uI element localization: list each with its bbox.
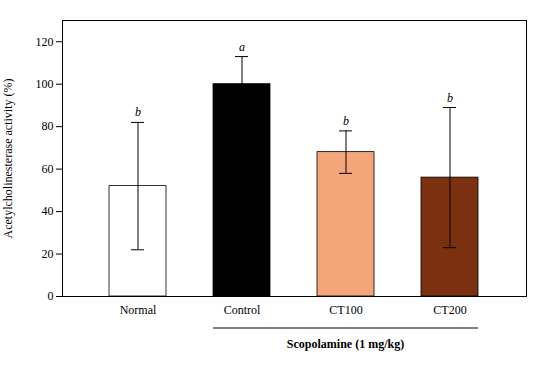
svg-text:0: 0 [48, 289, 54, 303]
svg-text:Normal: Normal [120, 303, 157, 317]
svg-text:CT200: CT200 [433, 303, 466, 317]
svg-text:b: b [135, 105, 141, 119]
svg-text:100: 100 [36, 77, 54, 91]
svg-text:80: 80 [42, 119, 54, 133]
svg-text:CT100: CT100 [329, 303, 362, 317]
svg-text:20: 20 [42, 247, 54, 261]
svg-text:Acetylcholinesterase activity: Acetylcholinesterase activity (%) [1, 79, 15, 239]
svg-text:b: b [447, 91, 453, 105]
svg-text:b: b [343, 114, 349, 128]
svg-text:60: 60 [42, 162, 54, 176]
svg-text:40: 40 [42, 204, 54, 218]
svg-text:120: 120 [36, 35, 54, 49]
svg-text:a: a [239, 40, 245, 54]
svg-text:Control: Control [224, 303, 261, 317]
svg-text:Scopolamine (1 mg/kg): Scopolamine (1 mg/kg) [287, 337, 404, 351]
